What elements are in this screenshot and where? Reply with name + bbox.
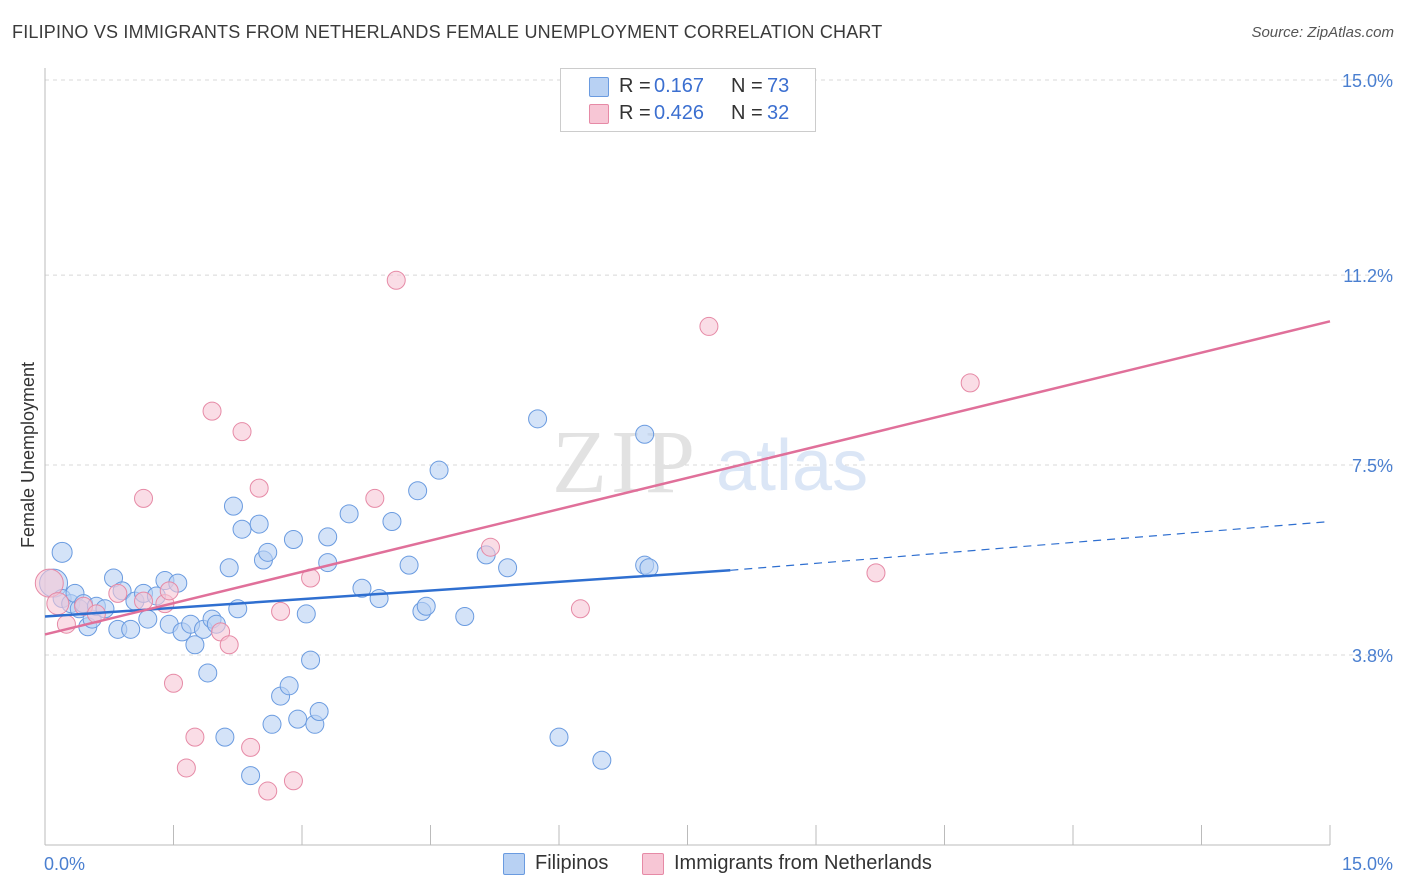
legend-r-value: 0.426 <box>654 102 705 124</box>
netherlands-point <box>232 422 252 442</box>
series-label-filipinos: Filipinos <box>535 852 609 874</box>
series-swatch-blue <box>503 853 525 875</box>
filipinos-point <box>429 460 449 480</box>
netherlands-point <box>365 488 385 508</box>
tick-labels: 3.8% 7.5% 11.2% 15.0% 0.0% 15.0% <box>44 71 1393 874</box>
y-tick-label: 15.0% <box>1342 71 1393 91</box>
filipinos-point <box>219 558 239 578</box>
filipinos-point <box>138 609 158 629</box>
filipinos-point <box>498 558 518 578</box>
x-tick-label: 15.0% <box>1342 854 1393 874</box>
legend-r-value: 0.167 <box>654 75 705 97</box>
netherlands-point <box>164 673 183 693</box>
filipinos-trend-line <box>44 569 731 618</box>
filipinos-point <box>249 514 269 534</box>
filipinos-point <box>223 496 243 516</box>
filipinos-point <box>416 596 436 616</box>
correlation-legend: R = 0.167 N = 73 R = 0.426 N = 32 <box>560 68 816 132</box>
source-label: Source: ZipAtlas.com <box>1251 24 1394 41</box>
axes <box>44 68 1331 846</box>
netherlands-trend-line <box>44 320 1331 636</box>
filipinos-point <box>301 650 321 670</box>
netherlands-point <box>699 316 719 336</box>
legend-row-netherlands: R = 0.426 N = 32 <box>561 102 815 126</box>
filipinos-point <box>528 409 548 429</box>
filipinos-point <box>382 512 402 532</box>
filipinos-point <box>288 709 308 729</box>
filipinos-point <box>635 424 655 444</box>
netherlands-point <box>176 758 196 778</box>
filipinos-point <box>185 635 205 655</box>
netherlands-point <box>271 601 291 621</box>
netherlands-points <box>34 270 980 801</box>
netherlands-point <box>134 591 154 611</box>
filipinos-point <box>296 604 316 624</box>
filipinos-point <box>215 727 235 747</box>
filipinos-point <box>399 555 419 575</box>
netherlands-point <box>866 563 886 583</box>
legend-n-value: 32 <box>767 102 790 124</box>
legend-n-value: 73 <box>767 75 790 97</box>
legend-r-label: R = <box>619 102 651 124</box>
filipinos-point <box>318 553 338 573</box>
filipinos-point <box>408 481 428 501</box>
filipinos-trend-extension <box>730 520 1331 571</box>
legend-n-label: N = <box>731 75 763 97</box>
filipinos-point <box>198 663 218 683</box>
y-axis-title: Female Unemployment <box>18 362 38 548</box>
series-swatch-pink <box>642 853 664 875</box>
y-tick-label: 7.5% <box>1352 456 1393 476</box>
y-tick-label: 11.2% <box>1343 266 1393 286</box>
netherlands-point <box>108 583 128 603</box>
netherlands-point <box>249 478 269 498</box>
filipinos-point <box>258 542 278 562</box>
filipinos-point <box>241 766 261 786</box>
netherlands-point <box>134 488 154 508</box>
chart-title: FILIPINO VS IMMIGRANTS FROM NETHERLANDS … <box>12 22 883 42</box>
filipinos-point <box>592 750 612 770</box>
watermark: ZIP atlas <box>552 413 868 512</box>
netherlands-point <box>258 781 278 801</box>
legend-r-label: R = <box>619 75 651 97</box>
netherlands-point <box>386 270 406 290</box>
filipinos-point <box>369 589 389 609</box>
y-tick-label: 3.8% <box>1352 646 1393 666</box>
filipinos-point <box>262 714 282 734</box>
watermark-zip: ZIP <box>552 413 699 512</box>
netherlands-point <box>241 737 261 757</box>
filipinos-point <box>51 541 73 563</box>
netherlands-point <box>202 401 222 421</box>
series-label-netherlands: Immigrants from Netherlands <box>674 852 932 874</box>
netherlands-point <box>159 581 179 601</box>
x-tick-label: 0.0% <box>44 854 85 874</box>
netherlands-point <box>570 599 590 619</box>
filipinos-point <box>232 519 252 539</box>
filipinos-point <box>283 529 303 549</box>
filipinos-point <box>639 558 659 578</box>
legend-swatch-blue <box>589 77 609 97</box>
series-legend: Filipinos Immigrants from Netherlands <box>0 852 1406 876</box>
netherlands-point <box>960 373 980 393</box>
netherlands-point <box>283 771 303 791</box>
netherlands-point <box>46 592 70 616</box>
filipinos-point <box>121 619 141 639</box>
gridlines <box>45 79 1395 656</box>
netherlands-point <box>480 537 500 557</box>
trend-lines <box>44 320 1331 636</box>
legend-row-filipinos: R = 0.167 N = 73 <box>561 75 815 99</box>
filipinos-point <box>549 727 569 747</box>
filipinos-point <box>318 527 338 547</box>
filipinos-point <box>339 504 359 524</box>
netherlands-point <box>219 635 239 655</box>
legend-n-label: N = <box>731 102 763 124</box>
filipinos-point <box>309 701 329 721</box>
filipinos-point <box>352 578 372 598</box>
filipinos-point <box>279 676 299 696</box>
netherlands-point <box>185 727 205 747</box>
filipinos-point <box>455 606 475 626</box>
legend-swatch-pink <box>589 104 609 124</box>
